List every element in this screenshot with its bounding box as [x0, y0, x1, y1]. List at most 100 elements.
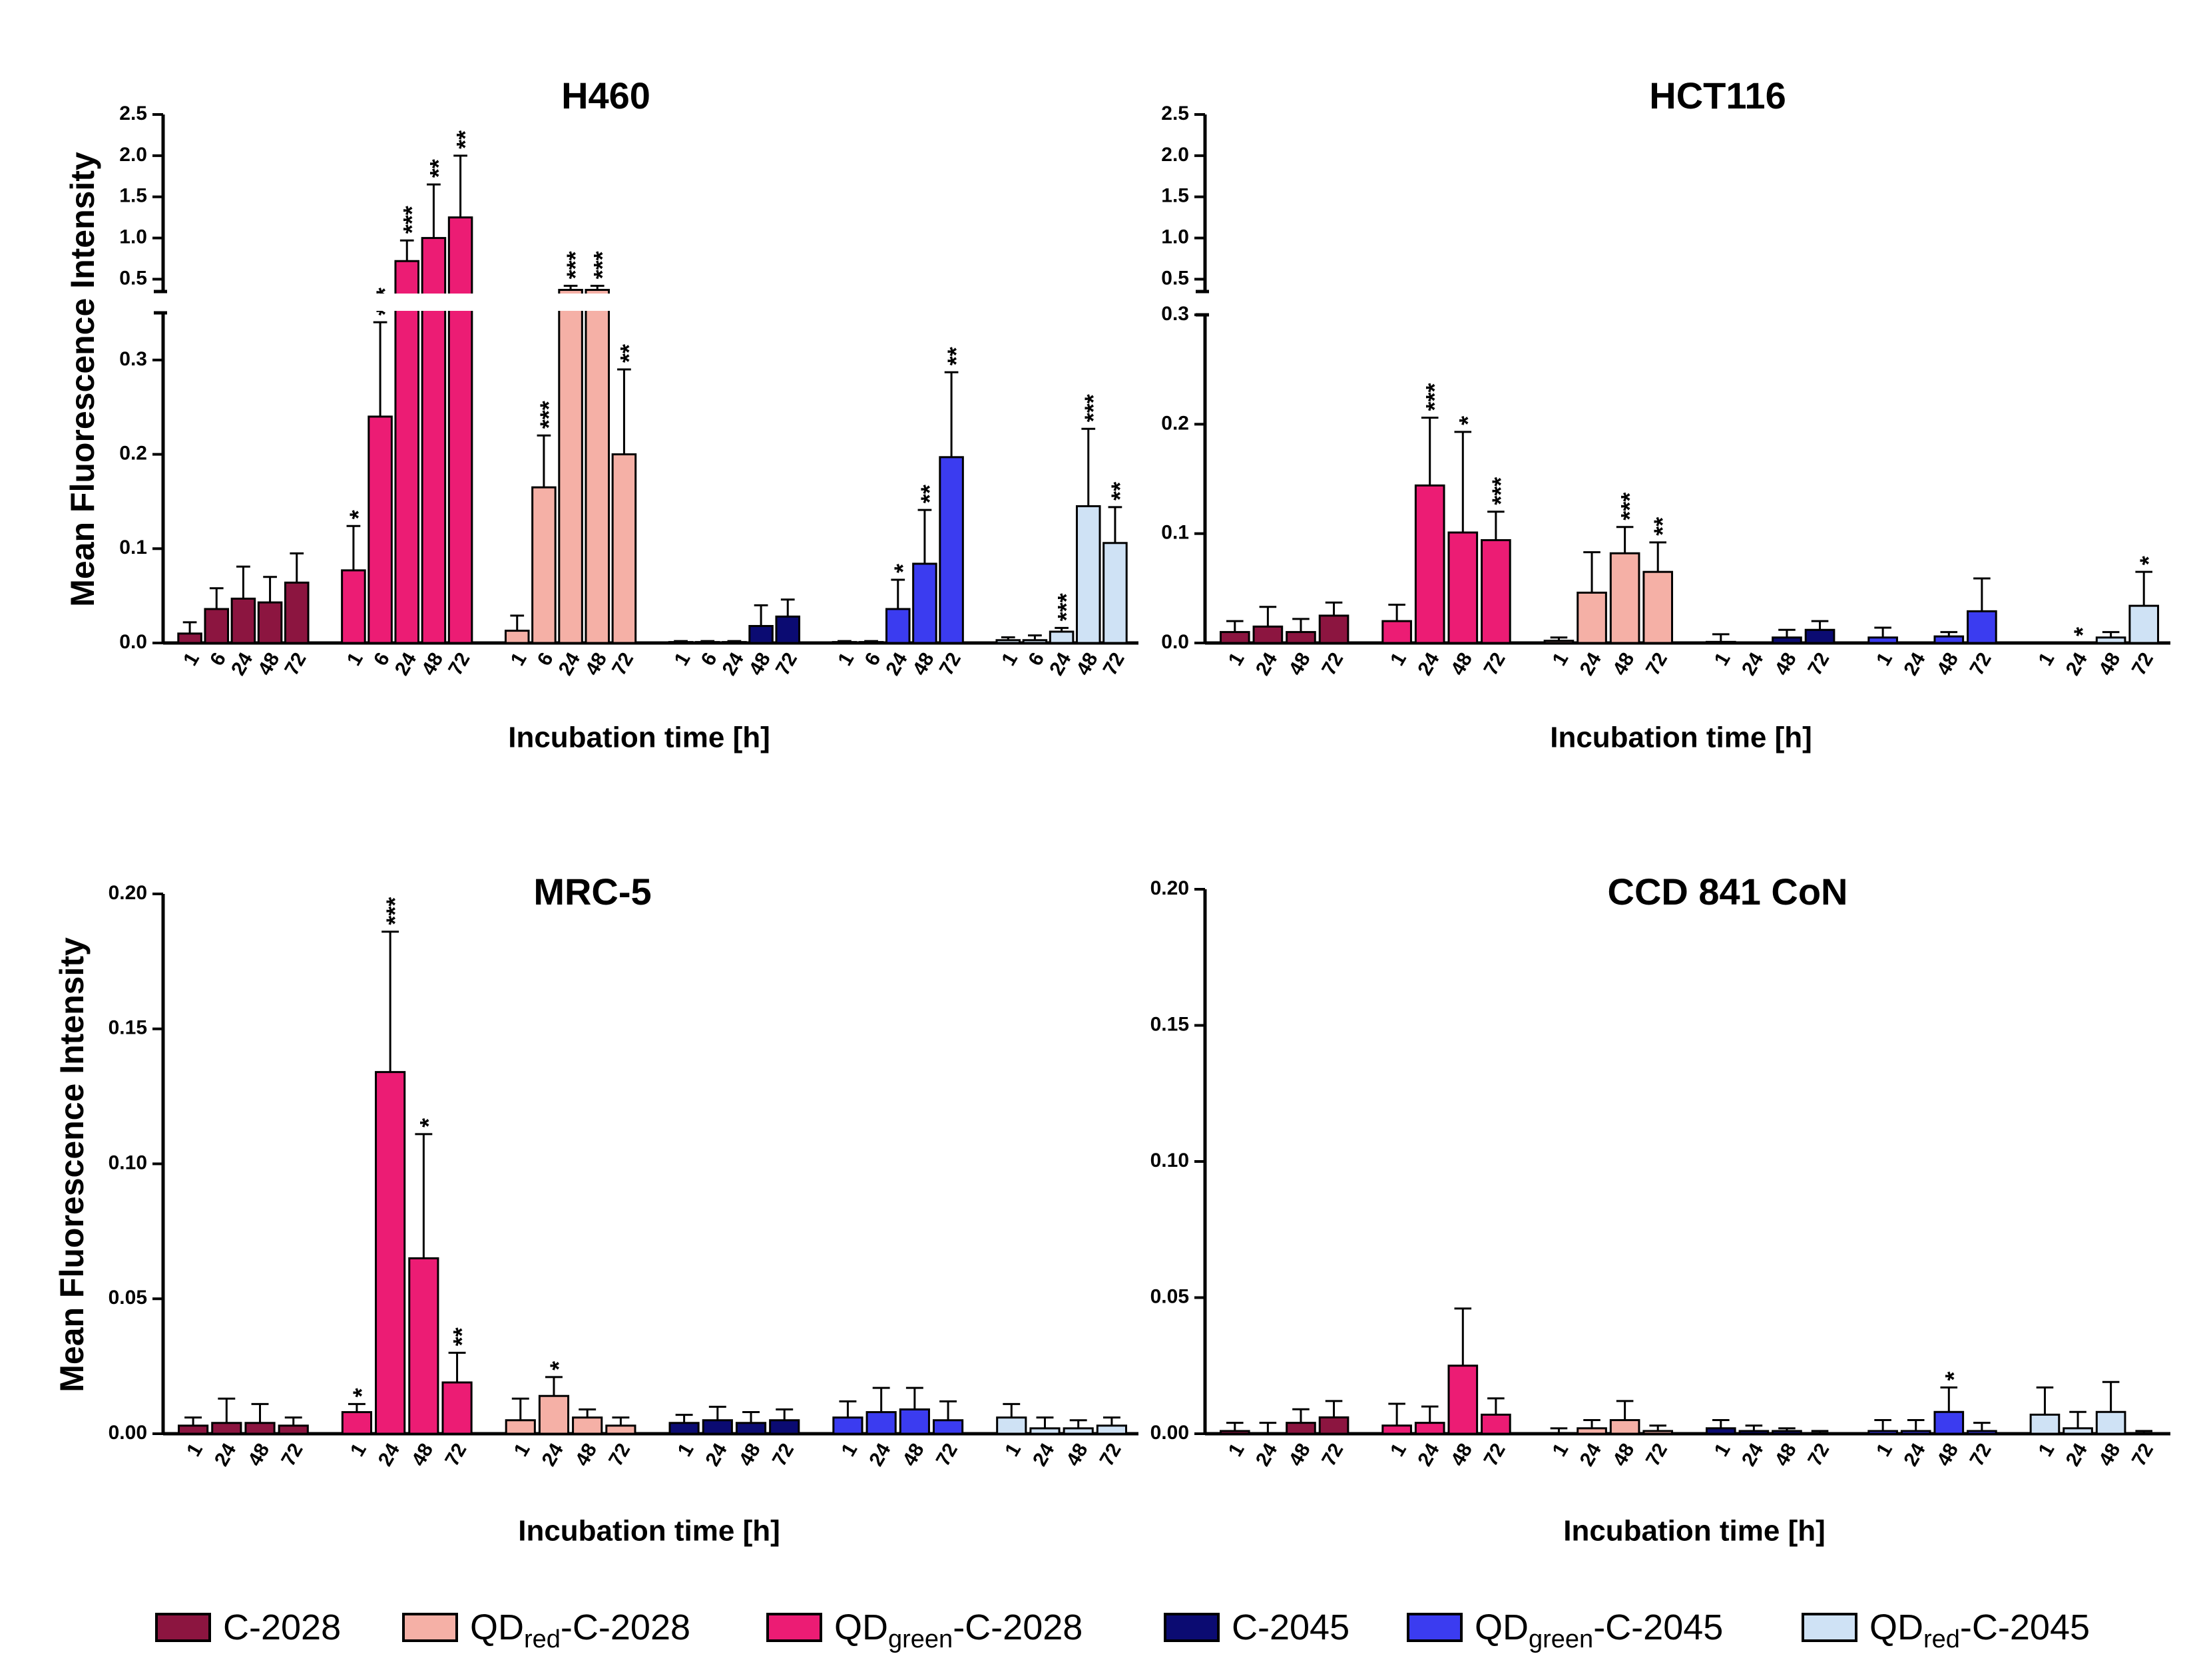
bar: [858, 641, 884, 644]
bar: [775, 615, 801, 644]
bar: [2095, 1410, 2126, 1435]
bar: [211, 1422, 242, 1435]
bar: [1381, 620, 1412, 644]
bar: [244, 1422, 276, 1435]
x-tick-label: 48: [1771, 649, 1801, 679]
x-tick-label: 48: [2094, 649, 2124, 679]
bar: [394, 260, 420, 644]
x-axis-label: Incubation time [h]: [1550, 722, 1812, 754]
bar: [1577, 1427, 1607, 1435]
x-axis-label: Incubation time [h]: [518, 1515, 780, 1548]
x-tick-label: 72: [441, 1440, 471, 1470]
chart-title: HCT116: [1649, 75, 1786, 116]
x-tick-label: 1: [346, 1440, 371, 1460]
bar: [668, 1422, 700, 1435]
y-tick-label: 0.2: [1161, 412, 1189, 434]
x-tick-label: 48: [1608, 1440, 1638, 1470]
x-tick-label: 24: [1899, 1440, 1929, 1470]
chart-panel-1: HCT116 Incubation time [h] 0.0 0.1 0.2 0.3 0.5…: [1161, 75, 2172, 754]
x-tick-label: 48: [1771, 1440, 1801, 1470]
x-tick-label: 48: [254, 649, 284, 679]
bar: [2128, 604, 2160, 644]
bar: [1414, 484, 1445, 644]
bar: [1609, 1419, 1640, 1435]
x-tick-label: 1: [182, 1440, 207, 1460]
bar: [1381, 1424, 1412, 1435]
bar: [1933, 1410, 1965, 1435]
legend-swatch-QDred-C-2028: [402, 1613, 458, 1642]
bar: [1318, 1416, 1349, 1435]
significance-mark: *: [1454, 416, 1481, 425]
x-tick-label: 1: [2034, 1440, 2059, 1460]
x-tick-label: 72: [932, 1440, 962, 1470]
bar: [1642, 1430, 1674, 1435]
y-tick-label: 0.5: [119, 267, 147, 289]
y-tick-label: 1.5: [119, 185, 147, 207]
x-tick-label: 24: [2062, 1440, 2092, 1470]
x-tick-label: 6: [206, 649, 230, 670]
significance-mark: **: [915, 485, 943, 503]
x-tick-label: 24: [555, 649, 585, 680]
y-axis-label: Mean Fluorescence Intensity: [64, 152, 101, 607]
significance-mark: ***: [562, 251, 589, 279]
x-tick-label: 1: [1224, 649, 1249, 670]
bar: [447, 216, 473, 644]
legend-label-QDred-C-2028: QDred-C-2028: [470, 1607, 690, 1653]
bar: [1102, 542, 1128, 644]
bar-group-C-2045: 1 24 48 72: [1705, 620, 1836, 679]
x-tick-label: 6: [533, 649, 558, 670]
bar: [1252, 625, 1284, 644]
significance-mark: **: [451, 130, 479, 149]
bar: [832, 641, 858, 644]
bar: [1804, 628, 1836, 644]
bar: [1481, 1413, 1511, 1435]
bar: [1481, 539, 1511, 644]
x-tick-label: 48: [909, 649, 939, 679]
bar: [1772, 1430, 1802, 1435]
x-tick-label: 6: [697, 649, 722, 670]
x-tick-label: 48: [244, 1440, 274, 1470]
bar: [1867, 636, 1898, 644]
bar: [1447, 1365, 1479, 1435]
bar-group-C-2028: 1 24 48 72: [1219, 601, 1349, 679]
x-tick-label: 24: [1029, 1440, 1059, 1470]
bar: [1642, 570, 1674, 644]
x-tick-label: 1: [1548, 649, 1573, 670]
x-tick-label: 1: [1001, 1440, 1025, 1460]
significance-mark: **: [1106, 482, 1133, 501]
x-tick-label: 6: [369, 649, 394, 670]
bar: [605, 1424, 636, 1435]
x-tick-label: 48: [1062, 1440, 1092, 1470]
x-tick-label: 1: [343, 649, 368, 670]
significance-mark: **: [425, 159, 452, 178]
x-tick-label: 72: [1804, 649, 1834, 679]
x-tick-label: 24: [1576, 649, 1606, 680]
chart-title: CCD 841 CoN: [1608, 871, 1848, 913]
bar: [1286, 631, 1316, 644]
bar: [585, 289, 611, 644]
legend-label-QDgreen-C-2028: QDgreen-C-2028: [834, 1607, 1083, 1653]
bar: [2095, 636, 2126, 644]
bar: [1772, 636, 1802, 644]
x-tick-label: 72: [1804, 1440, 1834, 1470]
x-tick-label: 48: [1608, 649, 1638, 679]
bar: [912, 562, 937, 644]
x-tick-label: 1: [1710, 1440, 1735, 1460]
bar: [1577, 591, 1607, 644]
x-tick-label: 48: [417, 649, 447, 679]
bar-group-QDgreen-C-2045: 1 24 * 48 72: [1867, 1371, 1997, 1470]
bar-group-C-2028: 1 24 48 72: [1219, 1400, 1349, 1470]
x-tick-label: 72: [277, 1440, 307, 1470]
bar-group-C-2045: 1 24 48 72: [668, 1405, 800, 1470]
y-tick-label: 2.5: [119, 103, 147, 124]
significance-mark: **: [615, 344, 642, 363]
x-tick-label: 24: [538, 1440, 568, 1470]
y-tick-label: 0.00: [109, 1422, 147, 1444]
significance-mark: ***: [398, 206, 425, 234]
bar: [1705, 640, 1736, 644]
bar: [1543, 640, 1575, 644]
bar-group-QDred-C-2028: 1 24 48 72: [1548, 1400, 1674, 1470]
bar: [668, 641, 694, 644]
significance-mark: ***: [381, 897, 409, 925]
